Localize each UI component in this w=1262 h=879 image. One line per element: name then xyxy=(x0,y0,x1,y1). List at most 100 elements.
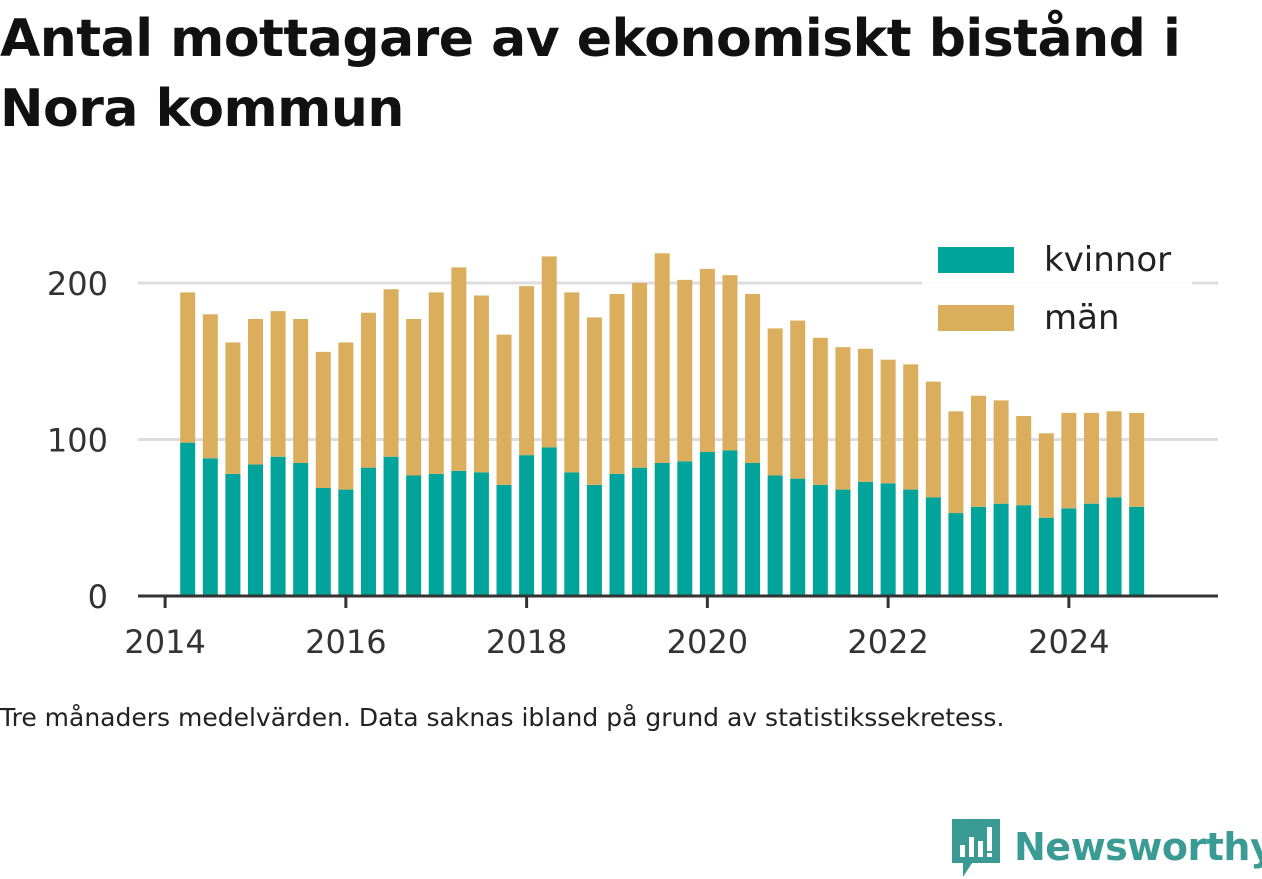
bar-man-31 xyxy=(880,359,896,484)
y-tick-label-100: 100 xyxy=(47,422,108,460)
bar-man-35 xyxy=(971,395,987,507)
bar-kvinnor-39 xyxy=(1061,508,1077,596)
bar-man-4 xyxy=(270,311,286,457)
legend-label-kvinnor: kvinnor xyxy=(1044,240,1171,280)
bar-man-9 xyxy=(383,289,399,457)
bar-man-41 xyxy=(1106,411,1122,498)
bar-man-37 xyxy=(1016,416,1032,506)
bar-kvinnor-29 xyxy=(835,489,851,596)
bar-man-15 xyxy=(519,286,535,456)
bar-man-42 xyxy=(1129,412,1145,507)
legend-label-man: män xyxy=(1044,298,1120,338)
x-tick-label-2014: 2014 xyxy=(124,623,205,661)
bar-man-23 xyxy=(699,268,715,453)
bar-man-40 xyxy=(1083,412,1099,504)
bar-man-12 xyxy=(451,267,467,471)
x-tick-label-2024: 2024 xyxy=(1028,623,1109,661)
chart-title: Antal mottagare av ekonomiskt bistånd i … xyxy=(0,9,1181,139)
bar-man-20 xyxy=(632,283,648,468)
bar-kvinnor-33 xyxy=(925,497,941,596)
bar-man-21 xyxy=(654,253,670,463)
bar-kvinnor-5 xyxy=(293,462,309,596)
bar-kvinnor-7 xyxy=(338,489,354,596)
bar-man-24 xyxy=(722,275,738,451)
bar-man-17 xyxy=(564,292,580,473)
brand-name: Newsworthy xyxy=(1014,825,1262,869)
bar-man-8 xyxy=(360,312,376,468)
bar-kvinnor-14 xyxy=(496,484,512,596)
bar-kvinnor-0 xyxy=(180,442,196,596)
x-tick-label-2016: 2016 xyxy=(305,623,386,661)
bar-kvinnor-32 xyxy=(903,489,919,596)
bar-kvinnor-26 xyxy=(767,475,783,596)
bar-man-33 xyxy=(925,381,941,498)
bar-kvinnor-6 xyxy=(315,488,331,596)
bar-man-13 xyxy=(473,295,489,473)
bar-kvinnor-28 xyxy=(812,484,828,596)
bar-kvinnor-38 xyxy=(1038,517,1054,596)
bar-man-32 xyxy=(903,364,919,490)
bar-kvinnor-42 xyxy=(1129,506,1145,596)
bar-kvinnor-9 xyxy=(383,456,399,596)
bar-kvinnor-37 xyxy=(1016,505,1032,596)
bar-kvinnor-31 xyxy=(880,483,896,596)
bar-kvinnor-8 xyxy=(360,467,376,596)
bar-kvinnor-16 xyxy=(541,447,557,596)
legend: kvinnor män xyxy=(922,232,1192,342)
bar-man-7 xyxy=(338,342,354,490)
bar-kvinnor-18 xyxy=(586,484,602,596)
bar-kvinnor-30 xyxy=(858,481,874,596)
bar-man-6 xyxy=(315,351,331,489)
bar-man-38 xyxy=(1038,433,1054,518)
newsworthy-logo: Newsworthy xyxy=(950,815,1262,879)
bar-man-0 xyxy=(180,292,196,443)
bars xyxy=(180,253,1145,596)
bar-man-1 xyxy=(202,314,218,459)
bar-kvinnor-19 xyxy=(609,473,625,596)
stacked-bar-chart: 0 100 200 2014 2016 2018 2020 2022 2024 kvinnor … xyxy=(46,232,1218,661)
y-tick-label-200: 200 xyxy=(47,265,108,303)
bar-kvinnor-23 xyxy=(699,452,715,596)
bar-man-10 xyxy=(406,318,422,476)
bar-kvinnor-3 xyxy=(247,464,263,596)
bar-man-16 xyxy=(541,256,557,448)
x-tick-label-2020: 2020 xyxy=(667,623,748,661)
x-tick-label-2022: 2022 xyxy=(847,623,928,661)
legend-swatch-kvinnor xyxy=(938,247,1014,273)
bar-kvinnor-17 xyxy=(564,472,580,596)
bar-kvinnor-15 xyxy=(519,455,535,596)
chart-caption: Tre månaders medelvärden. Data saknas ib… xyxy=(0,703,1005,732)
bar-kvinnor-4 xyxy=(270,456,286,596)
bar-kvinnor-35 xyxy=(971,506,987,596)
bar-man-28 xyxy=(812,337,828,485)
bar-kvinnor-22 xyxy=(677,461,693,596)
bar-man-19 xyxy=(609,293,625,474)
bar-man-36 xyxy=(993,400,1009,504)
bar-man-34 xyxy=(948,411,964,514)
bar-kvinnor-21 xyxy=(654,462,670,596)
bar-man-22 xyxy=(677,279,693,462)
bar-kvinnor-13 xyxy=(473,472,489,596)
bar-kvinnor-2 xyxy=(225,473,241,596)
bar-man-39 xyxy=(1061,412,1077,509)
bar-kvinnor-24 xyxy=(722,450,738,596)
bar-kvinnor-41 xyxy=(1106,497,1122,596)
bar-kvinnor-11 xyxy=(428,473,444,596)
x-tick-label-2018: 2018 xyxy=(486,623,567,661)
bar-man-29 xyxy=(835,347,851,490)
y-tick-label-0: 0 xyxy=(88,578,108,616)
bar-kvinnor-12 xyxy=(451,470,467,596)
bar-man-14 xyxy=(496,334,512,485)
bar-man-18 xyxy=(586,317,602,485)
bar-man-26 xyxy=(767,328,783,476)
legend-swatch-man xyxy=(938,305,1014,331)
bar-kvinnor-27 xyxy=(790,478,806,596)
bar-man-11 xyxy=(428,292,444,474)
bar-man-30 xyxy=(858,348,874,482)
bar-man-25 xyxy=(745,293,761,463)
bar-kvinnor-25 xyxy=(745,462,761,596)
bar-man-3 xyxy=(247,318,263,465)
bar-man-27 xyxy=(790,320,806,479)
bar-kvinnor-1 xyxy=(202,458,218,596)
bar-kvinnor-20 xyxy=(632,467,648,596)
